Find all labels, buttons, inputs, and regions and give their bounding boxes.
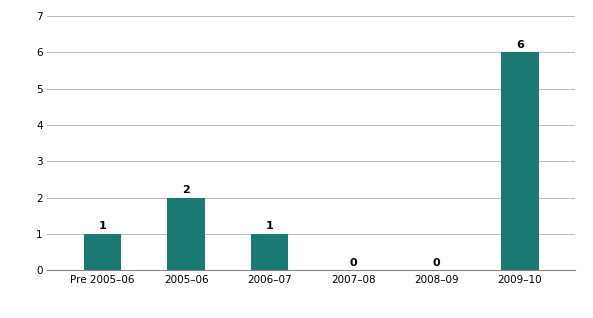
- Bar: [501, 52, 539, 270]
- Text: 1: 1: [266, 221, 273, 232]
- Text: 0: 0: [433, 258, 441, 268]
- Bar: [84, 234, 122, 270]
- Bar: [251, 234, 288, 270]
- Text: 2: 2: [182, 185, 190, 195]
- Text: 0: 0: [349, 258, 357, 268]
- Bar: [167, 197, 205, 270]
- Text: 1: 1: [99, 221, 107, 232]
- Text: 6: 6: [516, 40, 524, 50]
